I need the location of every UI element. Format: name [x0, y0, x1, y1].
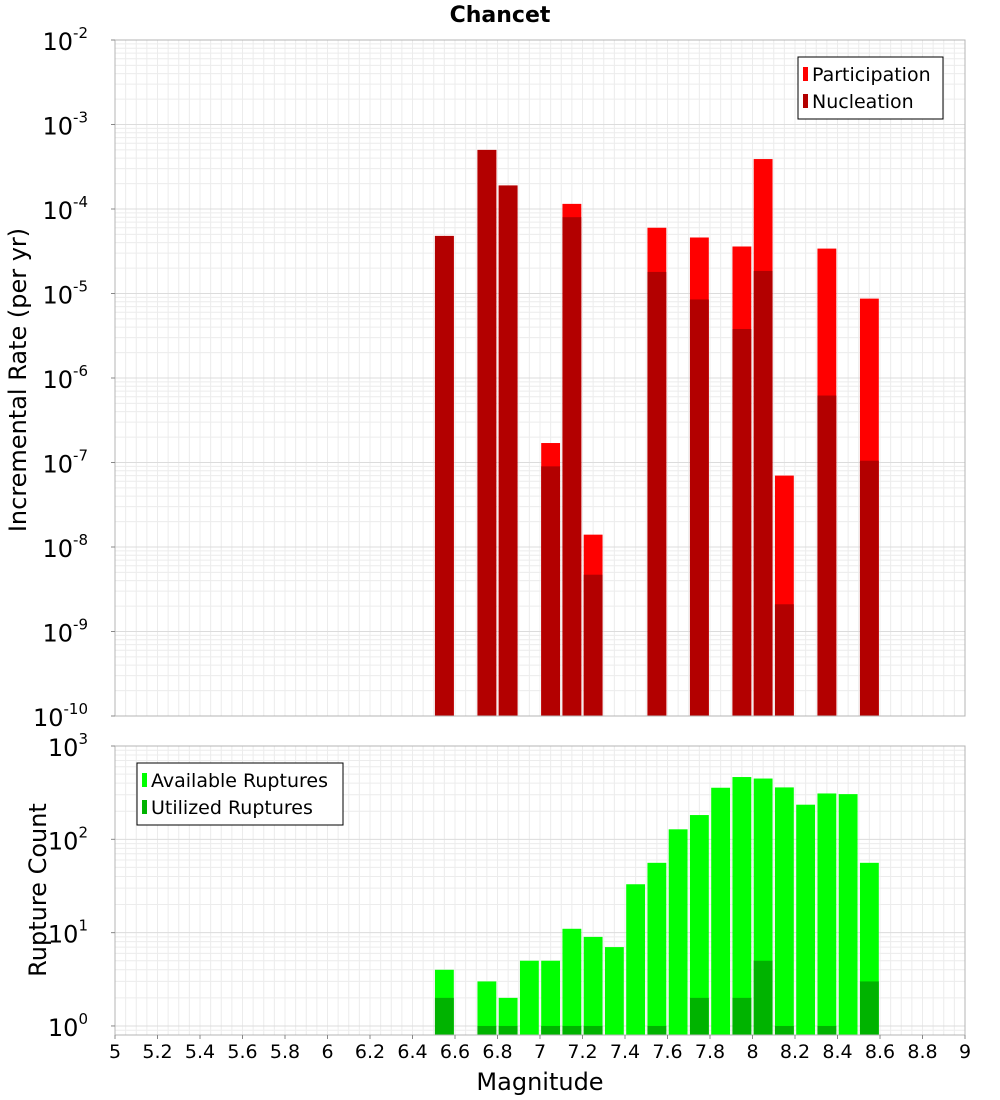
p1-bar-utilized-ruptures: [498, 1025, 518, 1035]
p0-bar-nucleation: [562, 217, 582, 716]
p1-bar-utilized-ruptures: [477, 1025, 497, 1035]
p0-y-tick-label: 10-8: [42, 531, 88, 563]
p1-bar-available-ruptures: [838, 794, 858, 1035]
p1-bar-available-ruptures: [668, 829, 688, 1035]
p1-bar-available-ruptures: [647, 862, 667, 1035]
p1-legend-box: [136, 762, 344, 826]
p1-bar-available-ruptures: [817, 793, 837, 1035]
p1-legend-swatch: [142, 800, 147, 814]
p1-bar-available-ruptures: [732, 777, 752, 1035]
incremental-rate-panel: 10-10 10-9 10-8 10-7 10-6 10-5 10-4 10-3 10-2 Par…: [33, 24, 966, 732]
p1-x-tick-label: 6: [321, 1041, 333, 1063]
top-y-axis-label: Incremental Rate (per yr): [4, 228, 32, 532]
p0-bar-nucleation: [817, 395, 837, 716]
p0-legend-swatch: [803, 67, 808, 81]
p1-bar-utilized-ruptures: [774, 1025, 794, 1035]
p1-bar-utilized-ruptures: [817, 1025, 837, 1035]
p0-y-tick-label: 10-2: [42, 24, 88, 56]
p0-y-tick-label: 10-4: [42, 193, 88, 225]
p1-bar-available-ruptures: [541, 960, 561, 1035]
p1-x-tick-label: 5.6: [227, 1041, 257, 1063]
p0-bar-nucleation: [859, 460, 879, 716]
p0-y-tick-label: 10-10: [33, 700, 88, 732]
p0-y-tick-label: 10-7: [42, 447, 88, 479]
p0-bar-nucleation: [774, 604, 794, 716]
p1-legend-label: Available Ruptures: [151, 770, 328, 792]
p1-x-tick-label: 5.4: [185, 1041, 215, 1063]
p1-bar-utilized-ruptures: [583, 1025, 603, 1035]
p1-bar-available-ruptures: [689, 815, 709, 1035]
p1-bar-available-ruptures: [562, 928, 582, 1035]
p1-bar-utilized-ruptures: [562, 1025, 582, 1035]
p0-y-tick-label: 10-9: [42, 616, 88, 648]
p1-legend: Available Ruptures Utilized Ruptures: [136, 762, 344, 826]
bottom-y-axis-label: Rupture Count: [24, 803, 52, 977]
chart-title: Chancet: [450, 3, 551, 28]
p1-bar-available-ruptures: [583, 936, 603, 1035]
p0-y-tick-label: 10-5: [42, 278, 88, 310]
p0-legend-swatch: [803, 94, 808, 108]
p1-bar-available-ruptures: [519, 960, 539, 1035]
p1-x-tick-label: 6.4: [397, 1041, 427, 1063]
p1-bar-available-ruptures: [711, 787, 731, 1035]
p1-x-tick-label: 7.6: [652, 1041, 682, 1063]
p0-bar-nucleation: [753, 270, 773, 716]
p1-y-tick-label: 103: [48, 730, 88, 762]
p0-bar-nucleation: [689, 299, 709, 716]
p1-x-tick-label: 7.4: [610, 1041, 640, 1063]
p0-y-tick-label: 10-3: [42, 109, 88, 141]
p1-x-tick-label: 8.2: [780, 1041, 810, 1063]
p1-bar-utilized-ruptures: [434, 997, 454, 1035]
p0-legend-box: [797, 56, 944, 120]
p1-bar-utilized-ruptures: [541, 1025, 561, 1035]
x-axis-label: Magnitude: [476, 1068, 603, 1096]
p0-bar-nucleation: [647, 271, 667, 716]
p1-x-tick-label: 6.2: [355, 1041, 385, 1063]
p0-legend: Participation Nucleation: [797, 56, 944, 120]
p1-y-tick-label: 102: [48, 823, 88, 855]
p1-bar-utilized-ruptures: [753, 960, 773, 1035]
p1-bar-utilized-ruptures: [732, 997, 752, 1035]
p1-x-tick-label: 8.4: [822, 1041, 852, 1063]
p1-bar-utilized-ruptures: [689, 997, 709, 1035]
p1-y-tick-label: 100: [48, 1010, 88, 1042]
p1-x-tick-label: 8: [746, 1041, 758, 1063]
p0-bar-nucleation: [583, 574, 603, 716]
p1-x-tick-label: 7.2: [567, 1041, 597, 1063]
p1-legend-label: Utilized Ruptures: [151, 797, 313, 819]
p0-bar-nucleation: [732, 329, 752, 716]
p0-bar-nucleation: [498, 185, 518, 717]
p0-bar-nucleation: [434, 235, 454, 716]
p1-x-tick-label: 8.8: [907, 1041, 937, 1063]
p1-x-tick-label: 6.8: [482, 1041, 512, 1063]
p0-bar-nucleation: [541, 466, 561, 716]
p1-bar-available-ruptures: [477, 981, 497, 1035]
p1-bar-utilized-ruptures: [647, 1025, 667, 1035]
p1-x-tick-label: 5.2: [142, 1041, 172, 1063]
p1-bar-available-ruptures: [774, 787, 794, 1035]
p1-x-tick-label: 6.6: [440, 1041, 470, 1063]
p1-x-tick-label: 5: [109, 1041, 121, 1063]
p1-x-tick-label: 8.6: [865, 1041, 895, 1063]
p1-x-tick-label: 5.8: [270, 1041, 300, 1063]
p1-x-tick-label: 7.8: [695, 1041, 725, 1063]
p1-bar-available-ruptures: [626, 884, 646, 1035]
p1-legend-swatch: [142, 773, 147, 787]
p0-legend-label: Participation: [812, 64, 931, 86]
p1-y-tick-label: 101: [48, 917, 88, 949]
p0-legend-label: Nucleation: [812, 91, 914, 113]
p1-x-tick-label: 9: [959, 1041, 971, 1063]
p0-bar-nucleation: [477, 149, 497, 717]
p1-bar-available-ruptures: [604, 947, 624, 1035]
p1-x-tick-label: 7: [534, 1041, 546, 1063]
p1-bar-available-ruptures: [498, 997, 518, 1035]
p1-bar-available-ruptures: [796, 804, 816, 1035]
p0-y-tick-label: 10-6: [42, 362, 88, 394]
p1-bar-utilized-ruptures: [859, 981, 879, 1035]
